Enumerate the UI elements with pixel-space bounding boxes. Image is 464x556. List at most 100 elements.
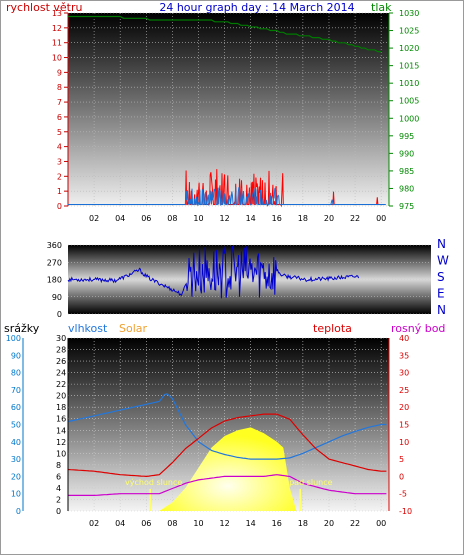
hour-tick-label: 20 bbox=[324, 214, 334, 223]
humidity-tick-label: 0 bbox=[56, 507, 61, 516]
temperature-tick-label: 30 bbox=[399, 369, 409, 378]
pressure-tick-label: 995 bbox=[399, 132, 414, 141]
panel1-axes: 0123456789101112139759809859909951000100… bbox=[52, 9, 420, 223]
direction-tick-label: 270 bbox=[47, 258, 62, 267]
direction-tick-label: 90 bbox=[52, 293, 62, 302]
hour-tick-label: 10 bbox=[193, 214, 203, 223]
panel1-series bbox=[67, 15, 386, 208]
rain-tick-label: 40 bbox=[11, 438, 21, 447]
pressure-tick-label: 1005 bbox=[399, 97, 419, 106]
gust-line bbox=[67, 186, 386, 207]
hour-tick-label: 10 bbox=[193, 519, 203, 528]
hour-tick-label: 08 bbox=[167, 214, 177, 223]
pressure-tick-label: 1020 bbox=[399, 44, 419, 53]
compass-label: S bbox=[437, 270, 445, 284]
hour-tick-label: 16 bbox=[272, 214, 282, 223]
hour-tick-label: 04 bbox=[115, 214, 125, 223]
humidity-tick-label: 6 bbox=[56, 472, 61, 481]
wind-tick-label: 3 bbox=[57, 157, 62, 166]
pressure-tick-label: 1000 bbox=[399, 114, 419, 123]
hour-tick-label: 04 bbox=[115, 519, 125, 528]
panel1-background bbox=[68, 13, 389, 206]
pressure-line bbox=[68, 15, 382, 53]
hour-tick-label: 06 bbox=[141, 519, 151, 528]
humidity-tick-label: 20 bbox=[56, 392, 66, 401]
wind-tick-label: 0 bbox=[57, 202, 62, 211]
solar-axis-label: Solar bbox=[119, 322, 148, 335]
hour-tick-label: 02 bbox=[89, 519, 99, 528]
pressure-tick-label: 1030 bbox=[399, 9, 419, 18]
rain-tick-label: 20 bbox=[11, 472, 21, 481]
rain-tick-label: 100 bbox=[6, 334, 21, 343]
rain-axis-label: srážky bbox=[4, 322, 40, 335]
solar-area bbox=[159, 427, 297, 511]
direction-tick-label: 180 bbox=[47, 276, 62, 285]
wind-tick-label: 8 bbox=[57, 83, 62, 92]
direction-line bbox=[67, 245, 360, 299]
temperature-tick-label: 10 bbox=[399, 438, 409, 447]
hour-tick-label: 16 bbox=[272, 519, 282, 528]
pressure-tick-label: 1015 bbox=[399, 62, 419, 71]
wind-tick-label: 6 bbox=[57, 113, 62, 122]
humidity-tick-label: 16 bbox=[56, 415, 66, 424]
compass-label: N bbox=[437, 237, 446, 251]
humidity-tick-label: 26 bbox=[56, 357, 66, 366]
hour-tick-label: 14 bbox=[246, 519, 256, 528]
compass-label: E bbox=[437, 287, 445, 301]
humidity-tick-label: 28 bbox=[56, 346, 66, 355]
panel1-grid bbox=[68, 12, 389, 207]
hour-tick-label: 12 bbox=[219, 519, 229, 528]
hour-tick-label: 18 bbox=[298, 519, 308, 528]
sunset-label: západ slunce bbox=[280, 478, 333, 487]
hour-tick-label: 00 bbox=[376, 519, 386, 528]
wind-tick-label: 1 bbox=[57, 187, 62, 196]
wind-tick-label: 5 bbox=[57, 128, 62, 137]
direction-tick-label: 0 bbox=[57, 310, 62, 319]
hour-tick-label: 18 bbox=[298, 214, 308, 223]
panel3-series bbox=[67, 393, 387, 511]
temperature-tick-label: 20 bbox=[399, 403, 409, 412]
pressure-tick-label: 985 bbox=[399, 167, 414, 176]
humidity-tick-label: 8 bbox=[56, 461, 61, 470]
temperature-tick-label: 15 bbox=[399, 421, 409, 430]
hour-tick-label: 12 bbox=[219, 214, 229, 223]
humidity-tick-label: 22 bbox=[56, 380, 66, 389]
humidity-tick-label: 10 bbox=[56, 449, 66, 458]
temperature-tick-label: 25 bbox=[399, 386, 409, 395]
wind-tick-label: 13 bbox=[52, 9, 62, 18]
dewpoint-axis-label: rosný bod bbox=[391, 322, 445, 335]
temperature-tick-label: 40 bbox=[399, 334, 409, 343]
humidity-tick-label: 18 bbox=[56, 403, 66, 412]
rain-tick-label: 0 bbox=[16, 507, 21, 516]
title: 24 hour graph day : 14 March 2014 bbox=[159, 1, 354, 14]
pressure-tick-label: 990 bbox=[399, 149, 414, 158]
temperature-tick-label: 5 bbox=[399, 455, 404, 464]
compass-label: N bbox=[437, 303, 446, 317]
rain-tick-label: 30 bbox=[11, 455, 21, 464]
humidity-axis-label: vlhkost bbox=[68, 322, 108, 335]
pressure-tick-label: 1025 bbox=[399, 27, 419, 36]
humidity-tick-label: 14 bbox=[56, 426, 66, 435]
humidity-line bbox=[67, 393, 387, 460]
temperature-line bbox=[67, 413, 387, 478]
temperature-axis-label: teplota bbox=[313, 322, 352, 335]
wind-tick-label: 11 bbox=[52, 39, 62, 48]
wind-tick-label: 2 bbox=[57, 172, 62, 181]
wind-tick-label: 12 bbox=[52, 24, 62, 33]
temperature-tick-label: -5 bbox=[399, 490, 407, 499]
temperature-tick-label: 0 bbox=[399, 472, 404, 481]
pressure-tick-label: 980 bbox=[399, 184, 414, 193]
temperature-tick-label: -10 bbox=[399, 507, 412, 516]
wind-tick-label: 9 bbox=[57, 68, 62, 77]
rain-tick-label: 80 bbox=[11, 369, 21, 378]
panel2-grid bbox=[68, 244, 431, 315]
dewpoint-line bbox=[68, 474, 387, 496]
panel2-series bbox=[67, 245, 360, 299]
temperature-tick-label: 35 bbox=[399, 351, 409, 360]
rain-tick-label: 10 bbox=[11, 490, 21, 499]
wind-tick-label: 7 bbox=[57, 98, 62, 107]
rain-tick-label: 60 bbox=[11, 403, 21, 412]
